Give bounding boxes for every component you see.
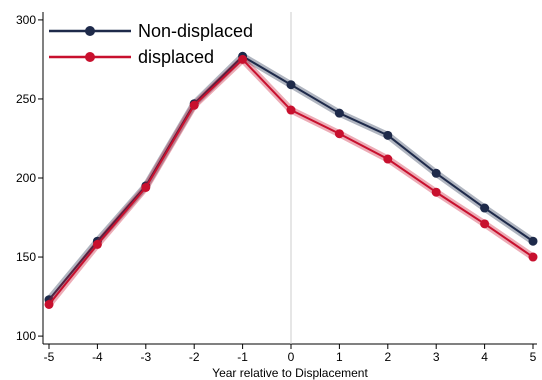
data-point [528, 252, 538, 262]
data-point [431, 168, 441, 178]
x-tick-label: 5 [530, 350, 537, 364]
x-tick-label: -3 [140, 350, 151, 364]
data-point [383, 154, 393, 164]
x-tick-label: 4 [481, 350, 488, 364]
y-tick-label: 250 [16, 92, 36, 106]
x-tick-label: 2 [384, 350, 391, 364]
data-point [480, 203, 490, 213]
data-point [528, 236, 538, 246]
data-point [189, 100, 199, 110]
data-point [44, 299, 54, 309]
data-point [383, 130, 393, 140]
x-axis-title: Year relative to Displacement [212, 366, 368, 380]
data-point [92, 239, 102, 249]
x-tick-label: 3 [433, 350, 440, 364]
legend-label: Non-displaced [138, 21, 253, 41]
legend-label: displaced [138, 47, 214, 67]
legend: Non-displaced displaced [49, 21, 253, 67]
y-tick-label: 300 [16, 13, 36, 27]
x-tick-label: -4 [92, 350, 103, 364]
series-layer [44, 51, 538, 309]
y-tick-label: 100 [16, 329, 36, 343]
legend-marker [85, 26, 95, 36]
x-tick-label: 1 [336, 350, 343, 364]
data-point [334, 129, 344, 139]
y-tick-label: 150 [16, 250, 36, 264]
data-point [286, 80, 296, 90]
series-1 [44, 54, 538, 309]
data-point [238, 54, 248, 64]
y-tick-label: 200 [16, 171, 36, 185]
x-tick-label: 0 [288, 350, 295, 364]
data-point [431, 187, 441, 197]
data-point [141, 182, 151, 192]
x-tick-label: -1 [237, 350, 248, 364]
legend-marker [85, 52, 95, 62]
x-tick-label: -2 [189, 350, 200, 364]
data-point [480, 219, 490, 229]
x-tick-label: -5 [44, 350, 55, 364]
data-point [286, 105, 296, 115]
axes: 100 150 200 250 300 -5 -4 -3 -2 -1 0 1 2 3 4 5 [16, 12, 537, 364]
data-point [334, 108, 344, 118]
